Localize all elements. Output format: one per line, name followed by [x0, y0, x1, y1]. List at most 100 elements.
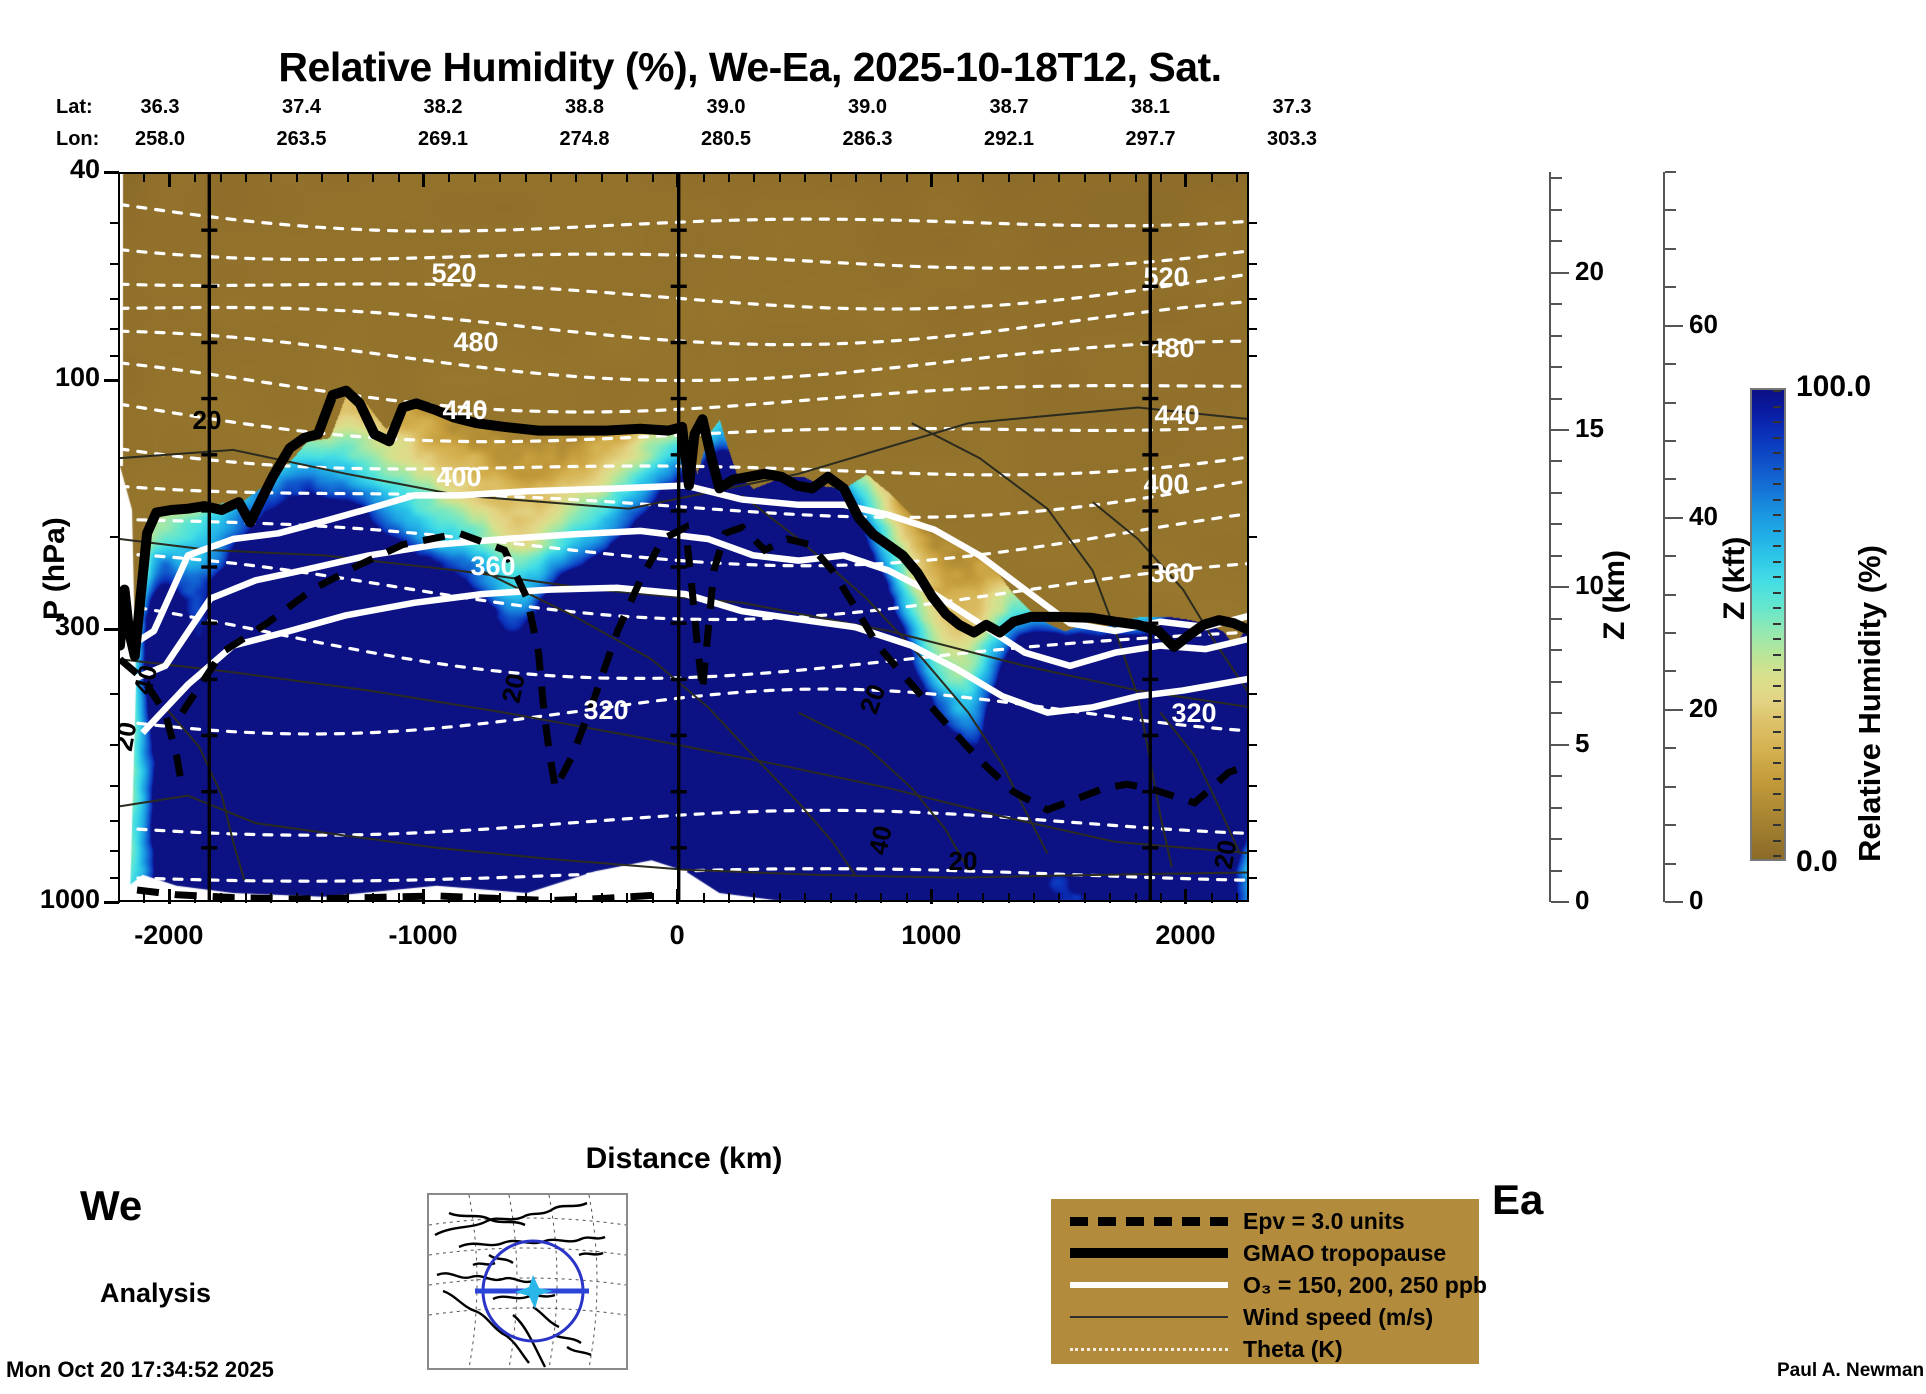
x-axis-minor-tick: [372, 893, 375, 903]
z-kft-axis-line: [1663, 172, 1665, 902]
coordinate-header: Lat: Lon: 36.3 258.0 37.4 263.5 38.2 269.1 38.8 2…: [0, 96, 1500, 152]
theta-contour: [120, 552, 1247, 622]
colorbar-tick: [1773, 855, 1781, 857]
legend-row: GMAO tropopause: [1069, 1237, 1488, 1269]
y-axis-minor-tick: [110, 297, 119, 300]
theta-contour-label: 360: [1149, 558, 1194, 588]
wind-speed-contour: [798, 711, 970, 871]
y-axis-minor-tick: [110, 785, 119, 788]
x-axis-minor-tick-top: [575, 172, 578, 182]
x-axis-minor-tick-top: [651, 172, 654, 182]
y-axis-minor-tick: [110, 877, 119, 880]
y-axis-tick-label: 300: [54, 610, 100, 641]
y-axis-minor-tick: [110, 693, 119, 696]
x-axis-major-tick: [421, 889, 425, 904]
x-axis-minor-tick: [143, 893, 146, 903]
z-kft-axis-minor-tick: [1665, 401, 1676, 404]
y-axis-minor-tick-right: [1248, 877, 1257, 880]
z-kft-axis-minor-tick: [1665, 439, 1676, 442]
y-axis-minor-tick-right: [1248, 262, 1257, 265]
y-axis-minor-tick: [110, 850, 119, 853]
x-axis-minor-tick: [448, 893, 451, 903]
wind-speed-contour: [1092, 501, 1247, 693]
y-axis-tick-label: 100: [54, 361, 100, 392]
y-axis-minor-tick-right: [1248, 850, 1257, 853]
theta-contour: [120, 512, 1247, 568]
y-axis-minor-tick: [110, 221, 119, 224]
wind-speed-contour: [741, 494, 1049, 854]
x-axis-minor-tick: [778, 893, 781, 903]
colorbar-tick: [1773, 591, 1781, 594]
x-axis-major-tick: [930, 889, 934, 904]
legend-row: Epv = 3.0 units: [1069, 1205, 1488, 1237]
z-km-axis-minor-tick: [1551, 366, 1562, 369]
colorbar-tick: [1773, 483, 1781, 485]
theta-contour: [120, 329, 1247, 383]
x-axis-minor-tick-top: [1210, 172, 1213, 182]
generation-timestamp: Mon Oct 20 17:34:52 2025: [6, 1357, 274, 1382]
z-km-axis-tick-label: 10: [1575, 570, 1604, 601]
center-star-marker: [515, 1275, 553, 1309]
z-kft-axis-minor-tick: [1665, 363, 1676, 366]
graticule-meridian: [588, 1194, 598, 1369]
colorbar-tick: [1773, 576, 1781, 578]
z-km-axis-minor-tick: [1551, 397, 1562, 400]
x-axis-minor-tick: [600, 893, 603, 903]
wind-speed-contour: [911, 422, 1173, 868]
x-axis-minor-tick-top: [524, 172, 527, 182]
x-axis-major-tick-top: [1184, 172, 1188, 187]
lon-value: 274.8: [559, 128, 610, 150]
epv-contour: [179, 521, 1247, 814]
x-axis-minor-tick: [397, 893, 400, 903]
x-axis-minor-tick: [702, 893, 705, 903]
legend-sample-windspeed: [1069, 1301, 1229, 1333]
x-axis-minor-tick: [295, 893, 298, 903]
x-axis-minor-tick-top: [1032, 172, 1035, 182]
lat-value: 36.3: [140, 96, 180, 118]
inset-map-graphic: [428, 1194, 627, 1369]
location-inset-map[interactable]: [427, 1193, 628, 1370]
z-km-axis-major-tick: [1551, 271, 1569, 274]
z-kft-axis-minor-tick: [1665, 286, 1676, 289]
theta-contour: [120, 808, 1247, 837]
colorbar[interactable]: [1750, 388, 1786, 861]
x-axis-minor-tick-top: [1058, 172, 1061, 182]
graticule-meridian: [508, 1194, 518, 1369]
wind-speed-contour: [1159, 711, 1241, 854]
z-km-axis-minor-tick: [1551, 177, 1562, 180]
wind-speed-contour: [120, 538, 1247, 708]
colorbar-tick: [1773, 653, 1781, 656]
x-axis-minor-tick: [651, 893, 654, 903]
colorbar-tick: [1773, 452, 1781, 454]
legend-sample-theta: [1069, 1333, 1229, 1365]
x-axis-major-tick: [167, 889, 171, 904]
y-axis-minor-tick: [110, 328, 119, 331]
x-axis-minor-tick-top: [778, 172, 781, 182]
x-axis-minor-tick-top: [499, 172, 502, 182]
x-axis-minor-tick: [727, 893, 730, 903]
theta-contour: [120, 202, 1247, 233]
y-axis-minor-tick-right: [1248, 354, 1257, 357]
x-axis-minor-tick: [905, 893, 908, 903]
x-axis-minor-tick-top: [118, 172, 120, 182]
y-axis-minor-tick: [110, 743, 119, 746]
coastline: [488, 1253, 514, 1265]
coastline: [472, 1261, 496, 1267]
wind-speed-contour: [120, 794, 1247, 879]
gmao-tropopause: [120, 385, 1247, 661]
colorbar-tick: [1773, 839, 1781, 842]
lon-value: 286.3: [842, 128, 893, 150]
wind-speed-contour-label: 20: [949, 846, 978, 876]
theta-contour: [120, 687, 1247, 736]
wind-speed-contour: [481, 569, 856, 876]
theta-contour-label: 480: [1149, 333, 1194, 363]
colorbar-tick: [1773, 545, 1781, 547]
z-km-axis-minor-tick: [1551, 649, 1562, 652]
y-axis-minor-tick: [110, 262, 119, 265]
z-kft-axis-title: Z (kft): [1718, 536, 1751, 620]
z-kft-axis-minor-tick: [1665, 824, 1676, 827]
epv-contour: [120, 656, 186, 789]
x-axis-minor-tick-top: [626, 172, 629, 182]
y-axis-minor-tick-right: [1248, 785, 1257, 788]
cross-section-plot[interactable]: 520 480 440 400 360 320 520 480 440 400 360 320 20 40…: [118, 172, 1249, 902]
